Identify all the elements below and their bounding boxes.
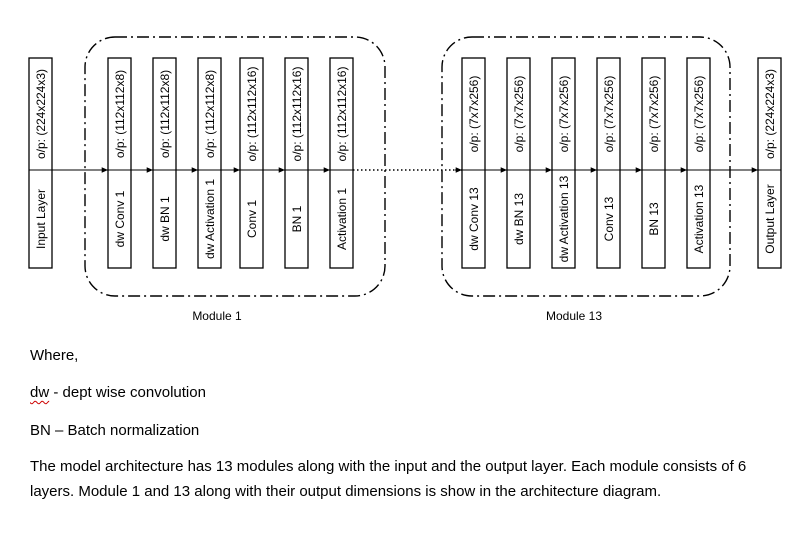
- layer-box-dw-conv-1: dw Conv 1 o/p: (112x112x8): [107, 57, 132, 269]
- layer-name: dw BN 1: [158, 196, 172, 242]
- layer-name: Activation 13: [692, 184, 706, 253]
- output-layer-box: Output Layer o/p: (224x224x3): [757, 57, 782, 269]
- layer-output: o/p: (112x112x16): [290, 67, 304, 162]
- bn-definition: BN – Batch normalization: [30, 422, 200, 439]
- layer-name: dw Conv 1: [113, 190, 127, 247]
- output-layer-output: o/p: (224x224x3): [763, 69, 777, 159]
- input-layer-box: Input Layer o/p: (224x224x3): [28, 57, 53, 269]
- module-13-boundary: [441, 36, 731, 297]
- layer-output: o/p: (112x112x8): [113, 70, 127, 158]
- layer-name: BN 13: [647, 202, 661, 236]
- layer-box-conv-1: Conv 1 o/p: (112x112x16): [239, 57, 264, 269]
- layer-output: o/p: (7x7x256): [467, 76, 481, 153]
- layer-box-bn-13: BN 13 o/p: (7x7x256): [641, 57, 666, 269]
- module-1-boundary: [84, 36, 386, 297]
- layer-box-dw-activation-13: dw Activation 13 o/p: (7x7x256): [551, 57, 576, 269]
- layer-name: dw Conv 13: [467, 187, 481, 251]
- layer-name: Activation 1: [335, 188, 349, 250]
- dw-definition: dw - dept wise convolution: [30, 380, 206, 405]
- layer-output: o/p: (7x7x256): [602, 76, 616, 153]
- layer-name: dw BN 13: [512, 193, 526, 245]
- layer-box-bn-1: BN 1 o/p: (112x112x16): [284, 57, 309, 269]
- layer-name: BN 1: [290, 205, 304, 232]
- layer-output: o/p: (7x7x256): [692, 76, 706, 153]
- layer-output: o/p: (7x7x256): [512, 76, 526, 153]
- module-1-title: Module 1: [192, 309, 242, 323]
- layer-box-dw-bn-1: dw BN 1 o/p: (112x112x8): [152, 57, 177, 269]
- where-label: Where,: [30, 347, 79, 364]
- output-layer-name: Output Layer: [763, 184, 777, 253]
- layer-output: o/p: (7x7x256): [557, 76, 571, 153]
- layer-output: o/p: (7x7x256): [647, 76, 661, 153]
- dw-abbreviation: dw: [30, 384, 50, 401]
- layer-name: dw Activation 1: [203, 179, 217, 259]
- layer-output: o/p: (112x112x8): [203, 70, 217, 158]
- layer-box-dw-bn-13: dw BN 13 o/p: (7x7x256): [506, 57, 531, 269]
- layer-output: o/p: (112x112x8): [158, 70, 172, 158]
- dw-definition-text: - dept wise convolution: [49, 384, 206, 401]
- layer-output: o/p: (112x112x16): [335, 67, 349, 162]
- layer-name: Conv 1: [245, 200, 259, 238]
- module-13-title: Module 13: [546, 309, 602, 323]
- layer-name: dw Activation 13: [557, 175, 571, 262]
- layer-box-dw-activation-1: dw Activation 1 o/p: (112x112x8): [197, 57, 222, 269]
- layer-output: o/p: (112x112x16): [245, 67, 259, 162]
- layer-box-activation-13: Activation 13 o/p: (7x7x256): [686, 57, 711, 269]
- description-paragraph: The model architecture has 13 modules al…: [30, 458, 747, 500]
- architecture-diagram: Module 1 Module 13 Input Layer o/p: (224…: [28, 36, 782, 323]
- input-layer-name: Input Layer: [34, 189, 48, 249]
- layer-box-activation-1: Activation 1 o/p: (112x112x16): [329, 57, 354, 269]
- layer-name: Conv 13: [602, 196, 616, 241]
- layer-box-conv-13: Conv 13 o/p: (7x7x256): [596, 57, 621, 269]
- input-layer-output: o/p: (224x224x3): [34, 69, 48, 159]
- layer-box-dw-conv-13: dw Conv 13 o/p: (7x7x256): [461, 57, 486, 269]
